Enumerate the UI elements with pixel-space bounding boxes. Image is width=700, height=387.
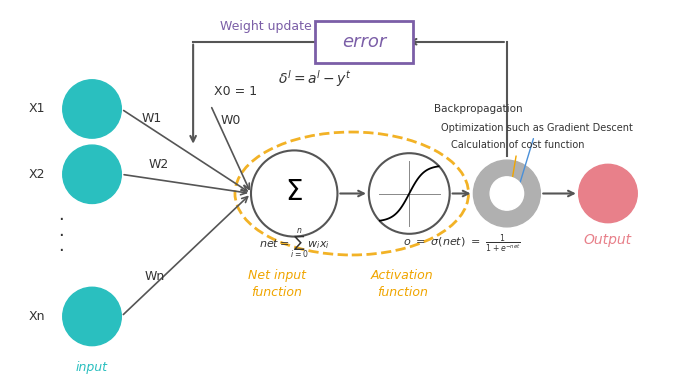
Text: ·: · — [58, 242, 64, 260]
Text: Weight update: Weight update — [220, 20, 312, 33]
Text: input: input — [76, 361, 108, 374]
Text: $net = \sum_{i=0}^{n} w_i x_i$: $net = \sum_{i=0}^{n} w_i x_i$ — [259, 226, 330, 261]
Ellipse shape — [63, 287, 121, 346]
Text: X2: X2 — [29, 168, 46, 181]
Text: Backpropagation: Backpropagation — [434, 104, 522, 114]
Text: $\Sigma$: $\Sigma$ — [286, 178, 303, 205]
Text: ·: · — [58, 227, 64, 245]
Text: Calculation of cost function: Calculation of cost function — [451, 140, 584, 187]
Ellipse shape — [251, 151, 337, 236]
Ellipse shape — [63, 80, 121, 138]
Text: $\delta^l = a^l - y^t$: $\delta^l = a^l - y^t$ — [278, 68, 352, 89]
Text: X1: X1 — [29, 103, 46, 115]
Text: $o\ =\ \sigma(net)\ =\ \frac{1}{1+e^{-net}}$: $o\ =\ \sigma(net)\ =\ \frac{1}{1+e^{-ne… — [402, 232, 521, 255]
Text: Optimization such as Gradient Descent: Optimization such as Gradient Descent — [440, 123, 633, 196]
Text: ·: · — [58, 211, 64, 229]
Ellipse shape — [579, 164, 637, 223]
Ellipse shape — [490, 177, 524, 210]
Ellipse shape — [369, 153, 449, 234]
Ellipse shape — [63, 145, 121, 204]
Text: Output: Output — [584, 233, 632, 247]
Text: X0 = 1: X0 = 1 — [214, 85, 257, 98]
Text: Wn: Wn — [145, 270, 165, 283]
Text: Net input
function: Net input function — [248, 269, 306, 299]
Text: W2: W2 — [148, 158, 169, 171]
Text: W0: W0 — [221, 114, 241, 127]
Text: error: error — [342, 33, 386, 51]
FancyBboxPatch shape — [315, 21, 413, 63]
Text: W1: W1 — [141, 112, 162, 125]
Text: Activation
function: Activation function — [371, 269, 433, 299]
Ellipse shape — [473, 160, 540, 227]
Text: Xn: Xn — [29, 310, 46, 323]
